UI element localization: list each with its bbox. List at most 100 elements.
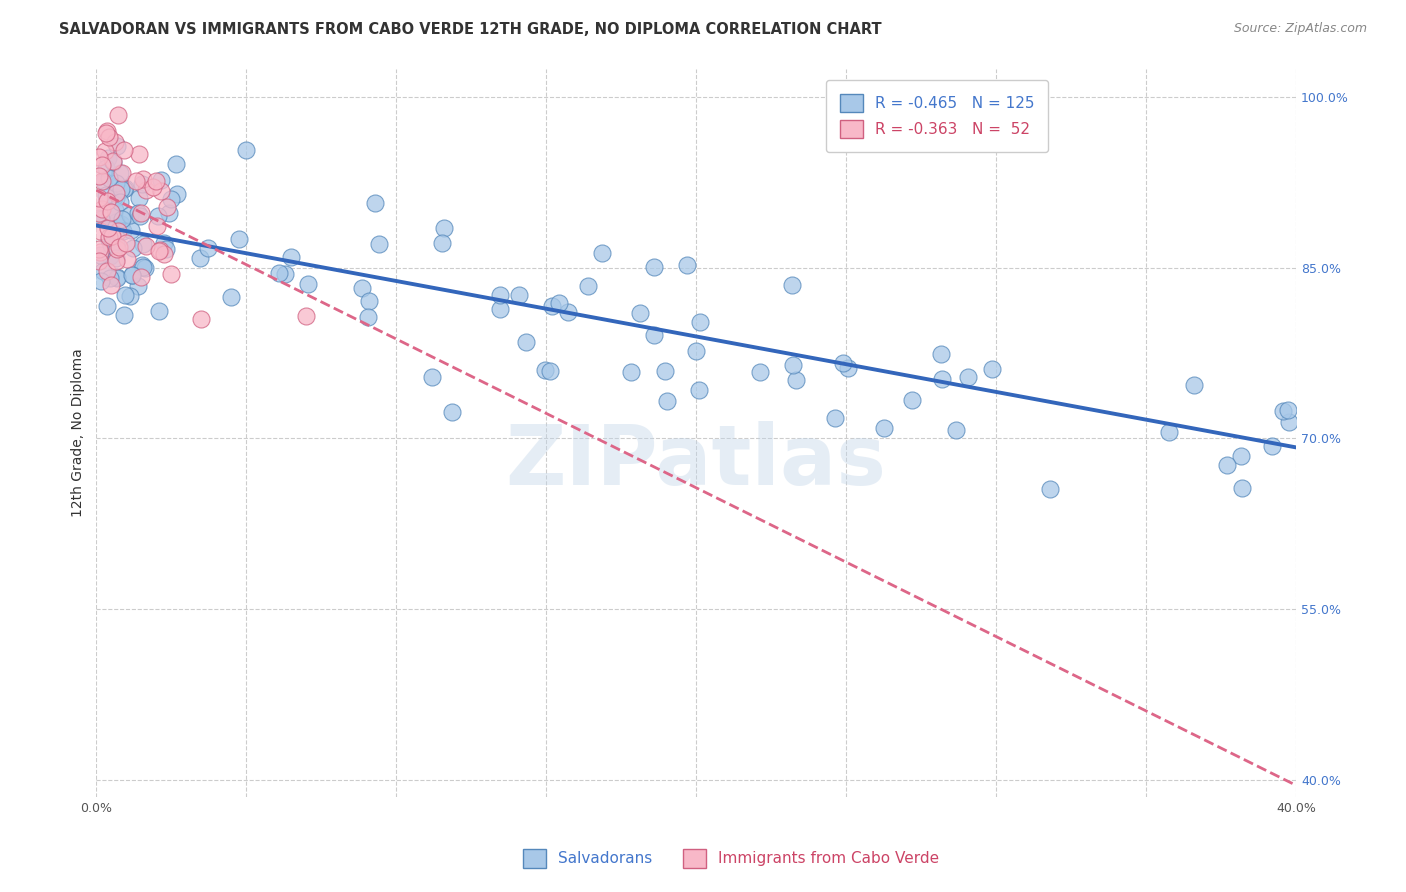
Point bbox=[441, 405, 464, 419]
Point bbox=[97, 151, 120, 165]
Point bbox=[145, 174, 167, 188]
Point bbox=[104, 186, 127, 200]
Point bbox=[489, 301, 512, 316]
Point bbox=[104, 136, 127, 150]
Text: Source: ZipAtlas.com: Source: ZipAtlas.com bbox=[1233, 22, 1367, 36]
Point bbox=[782, 278, 804, 293]
Point bbox=[96, 194, 118, 209]
Point bbox=[1232, 482, 1254, 496]
Point bbox=[135, 183, 157, 197]
Text: SALVADORAN VS IMMIGRANTS FROM CABO VERDE 12TH GRADE, NO DIPLOMA CORRELATION CHAR: SALVADORAN VS IMMIGRANTS FROM CABO VERDE… bbox=[59, 22, 882, 37]
Point bbox=[96, 220, 118, 235]
Point bbox=[981, 362, 1004, 376]
Point bbox=[142, 180, 165, 194]
Point bbox=[149, 243, 172, 257]
Point bbox=[105, 242, 128, 256]
Point bbox=[100, 219, 122, 234]
Point bbox=[105, 253, 128, 268]
Point bbox=[643, 260, 665, 274]
Point bbox=[115, 252, 138, 267]
Point bbox=[1277, 403, 1299, 417]
Point bbox=[433, 221, 456, 235]
Point bbox=[357, 293, 380, 308]
Point bbox=[430, 235, 453, 250]
Point bbox=[654, 364, 676, 378]
Point bbox=[515, 334, 537, 349]
Point bbox=[120, 289, 142, 303]
Point bbox=[112, 308, 135, 322]
Point bbox=[1038, 483, 1060, 497]
Point bbox=[1159, 425, 1181, 439]
Point bbox=[135, 239, 157, 253]
Point bbox=[89, 224, 111, 238]
Point bbox=[685, 344, 707, 359]
Point bbox=[104, 203, 127, 218]
Point bbox=[657, 393, 679, 408]
Point bbox=[111, 212, 134, 227]
Point bbox=[267, 267, 290, 281]
Point bbox=[108, 194, 131, 209]
Text: ZIPatlas: ZIPatlas bbox=[506, 421, 887, 502]
Point bbox=[121, 268, 143, 283]
Point bbox=[364, 196, 387, 211]
Point bbox=[128, 147, 150, 161]
Point bbox=[824, 410, 846, 425]
Point bbox=[98, 171, 121, 186]
Point bbox=[105, 215, 128, 229]
Point bbox=[90, 212, 112, 227]
Point bbox=[131, 206, 153, 220]
Point bbox=[98, 271, 121, 285]
Point bbox=[688, 383, 710, 397]
Point bbox=[105, 139, 128, 153]
Point bbox=[125, 174, 148, 188]
Point bbox=[489, 288, 512, 302]
Point bbox=[107, 240, 129, 254]
Point bbox=[100, 238, 122, 252]
Point bbox=[100, 249, 122, 263]
Point bbox=[541, 299, 564, 313]
Point bbox=[93, 173, 115, 187]
Point bbox=[153, 236, 176, 251]
Point bbox=[508, 288, 530, 302]
Point bbox=[110, 182, 132, 196]
Point bbox=[1278, 415, 1301, 429]
Point bbox=[160, 267, 183, 281]
Point bbox=[91, 263, 114, 277]
Point bbox=[97, 129, 120, 144]
Point bbox=[128, 191, 150, 205]
Point bbox=[89, 169, 111, 183]
Y-axis label: 12th Grade, No Diploma: 12th Grade, No Diploma bbox=[72, 348, 86, 517]
Point bbox=[132, 260, 155, 275]
Point bbox=[155, 243, 177, 257]
Point bbox=[945, 423, 967, 437]
Point bbox=[131, 258, 153, 272]
Point bbox=[89, 248, 111, 262]
Point bbox=[628, 306, 651, 320]
Point bbox=[160, 192, 183, 206]
Point bbox=[188, 251, 211, 265]
Point bbox=[129, 270, 152, 285]
Point bbox=[228, 232, 250, 246]
Point bbox=[1216, 458, 1239, 472]
Point bbox=[1272, 404, 1295, 418]
Point bbox=[1260, 439, 1282, 453]
Point bbox=[166, 157, 188, 171]
Point bbox=[90, 158, 112, 172]
Point bbox=[643, 328, 665, 343]
Point bbox=[956, 369, 979, 384]
Point bbox=[111, 224, 134, 238]
Point bbox=[148, 304, 170, 318]
Point bbox=[367, 237, 389, 252]
Point bbox=[89, 253, 111, 268]
Point bbox=[89, 191, 111, 205]
Point bbox=[591, 245, 613, 260]
Point bbox=[90, 274, 112, 288]
Point bbox=[153, 247, 176, 261]
Point bbox=[190, 312, 212, 326]
Point bbox=[837, 360, 859, 375]
Point bbox=[120, 223, 142, 237]
Point bbox=[89, 211, 111, 226]
Point bbox=[557, 305, 579, 319]
Point bbox=[97, 233, 120, 247]
Point bbox=[146, 209, 169, 223]
